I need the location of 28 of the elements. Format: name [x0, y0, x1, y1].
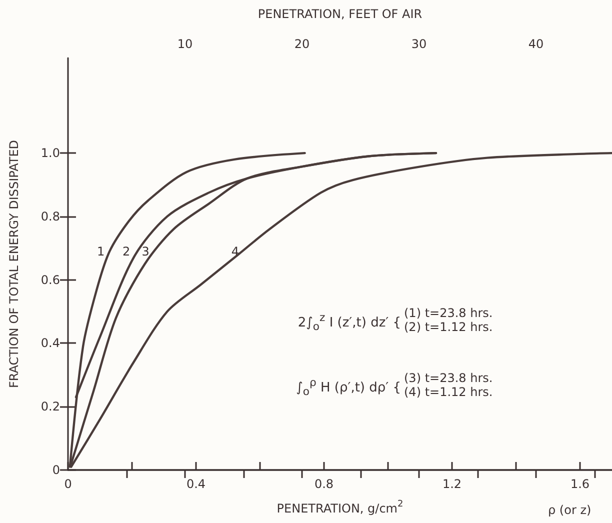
annotation: (1) t=23.8 hrs.: [404, 306, 493, 320]
x2-tick-label: 10: [177, 37, 193, 51]
y-tick-label: 0: [52, 463, 60, 477]
x-tick-label: 1.6: [570, 477, 590, 491]
y-tick-label: 0.2: [40, 400, 60, 414]
text: ρ (or z): [548, 503, 592, 517]
annotation: 2∫$_{o}$$^{z}$ I (z′,t) dz′ {: [298, 311, 401, 334]
annotation: ∫$_{o}$$^{ρ}$ H (ρ′,t) dρ′ {: [296, 376, 401, 399]
annotation: 2: [122, 244, 130, 258]
x-tick-label: 0: [64, 477, 72, 491]
annotation: (3) t=23.8 hrs.: [404, 371, 493, 385]
y-tick-label: 0.8: [40, 209, 60, 224]
annotation: (4) t=1.12 hrs.: [404, 385, 493, 399]
x-tick-label: 1.2: [442, 477, 462, 491]
x2-tick-label: 30: [411, 37, 427, 51]
annotation: (2) t=1.12 hrs.: [404, 320, 493, 334]
y-tick-label: 0.4: [40, 336, 60, 350]
annotation: 3: [142, 244, 150, 258]
x2-tick-label: 20: [294, 37, 310, 51]
x-tick-label: 0.8: [314, 477, 334, 491]
y-axis-title: FRACTION OF TOTAL ENERGY DISSIPATED: [7, 140, 21, 388]
annotation: 1: [96, 244, 105, 258]
x2-tick-label: 40: [528, 37, 544, 51]
x2-axis-title: PENETRATION, FEET OF AIR: [258, 7, 422, 21]
y-tick-label: 1.0: [40, 146, 60, 160]
x-tick-label: 0.4: [186, 477, 206, 491]
y-tick-label: 0.6: [40, 272, 60, 287]
annotation: 4: [231, 244, 239, 258]
